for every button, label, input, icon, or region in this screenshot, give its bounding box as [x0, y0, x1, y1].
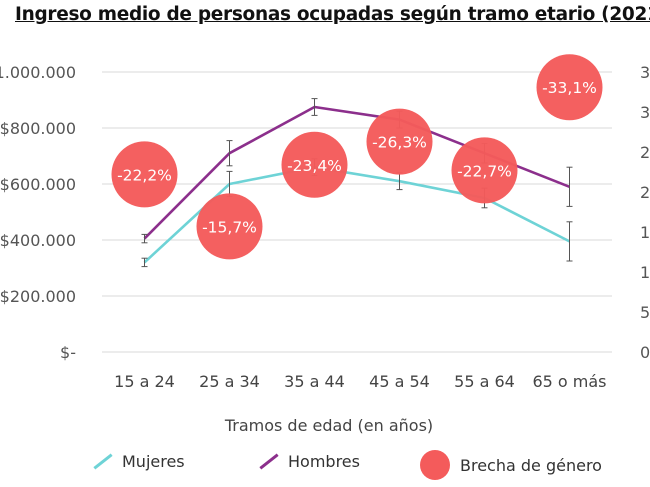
x-tick-label: 55 a 64 — [454, 372, 515, 391]
gap-bubble — [366, 108, 433, 175]
gap-label: -26,3% — [372, 134, 427, 152]
x-axis-label: Tramos de edad (en años) — [224, 416, 433, 435]
x-tick-label: 35 a 44 — [284, 372, 345, 391]
gap-label: -23,4% — [287, 157, 342, 175]
y2-tick-label: 10% — [640, 263, 650, 282]
y2-tick-label: 30% — [640, 103, 650, 122]
gap-bubble — [451, 137, 518, 204]
x-tick-label: 65 o más — [532, 372, 606, 391]
x-tick-label: 15 a 24 — [114, 372, 175, 391]
legend-swatch-brecha — [420, 450, 450, 480]
legend-label-mujeres: Mujeres — [122, 452, 185, 471]
y-tick-label: $200.000 — [0, 287, 76, 306]
gap-label: -15,7% — [202, 218, 257, 236]
y-tick-label: $400.000 — [0, 231, 76, 250]
y-tick-label: $600.000 — [0, 175, 76, 194]
y-tick-label: $1.000.000 — [0, 63, 76, 82]
legend-swatch-hombres — [259, 453, 279, 470]
gap-bubble — [536, 54, 603, 121]
chart-title: Ingreso medio de personas ocupadas según… — [15, 4, 650, 25]
y2-tick-label: 35% — [640, 63, 650, 82]
legend-mujeres: Mujeres — [92, 452, 185, 471]
y2-tick-label: 15% — [640, 223, 650, 242]
gap-label: -33,1% — [542, 79, 597, 97]
x-tick-label: 25 a 34 — [199, 372, 260, 391]
y2-tick-label: 5% — [640, 303, 650, 322]
y-tick-label: $800.000 — [0, 119, 76, 138]
y-tick-label: $- — [60, 343, 76, 362]
gap-bubble — [196, 193, 263, 260]
legend-hombres: Hombres — [258, 452, 360, 471]
legend-label-hombres: Hombres — [288, 452, 360, 471]
y2-tick-label: 25% — [640, 143, 650, 162]
legend-brecha: Brecha de género — [420, 450, 602, 480]
legend-swatch-mujeres — [93, 453, 113, 470]
gap-bubble — [111, 141, 178, 208]
gap-label: -22,7% — [457, 162, 512, 180]
y2-tick-label: 20% — [640, 183, 650, 202]
gap-bubble — [281, 131, 348, 198]
y2-tick-label: 0% — [640, 343, 650, 362]
gap-label: -22,2% — [117, 166, 172, 184]
legend-label-brecha: Brecha de género — [460, 455, 602, 475]
x-tick-label: 45 a 54 — [369, 372, 430, 391]
